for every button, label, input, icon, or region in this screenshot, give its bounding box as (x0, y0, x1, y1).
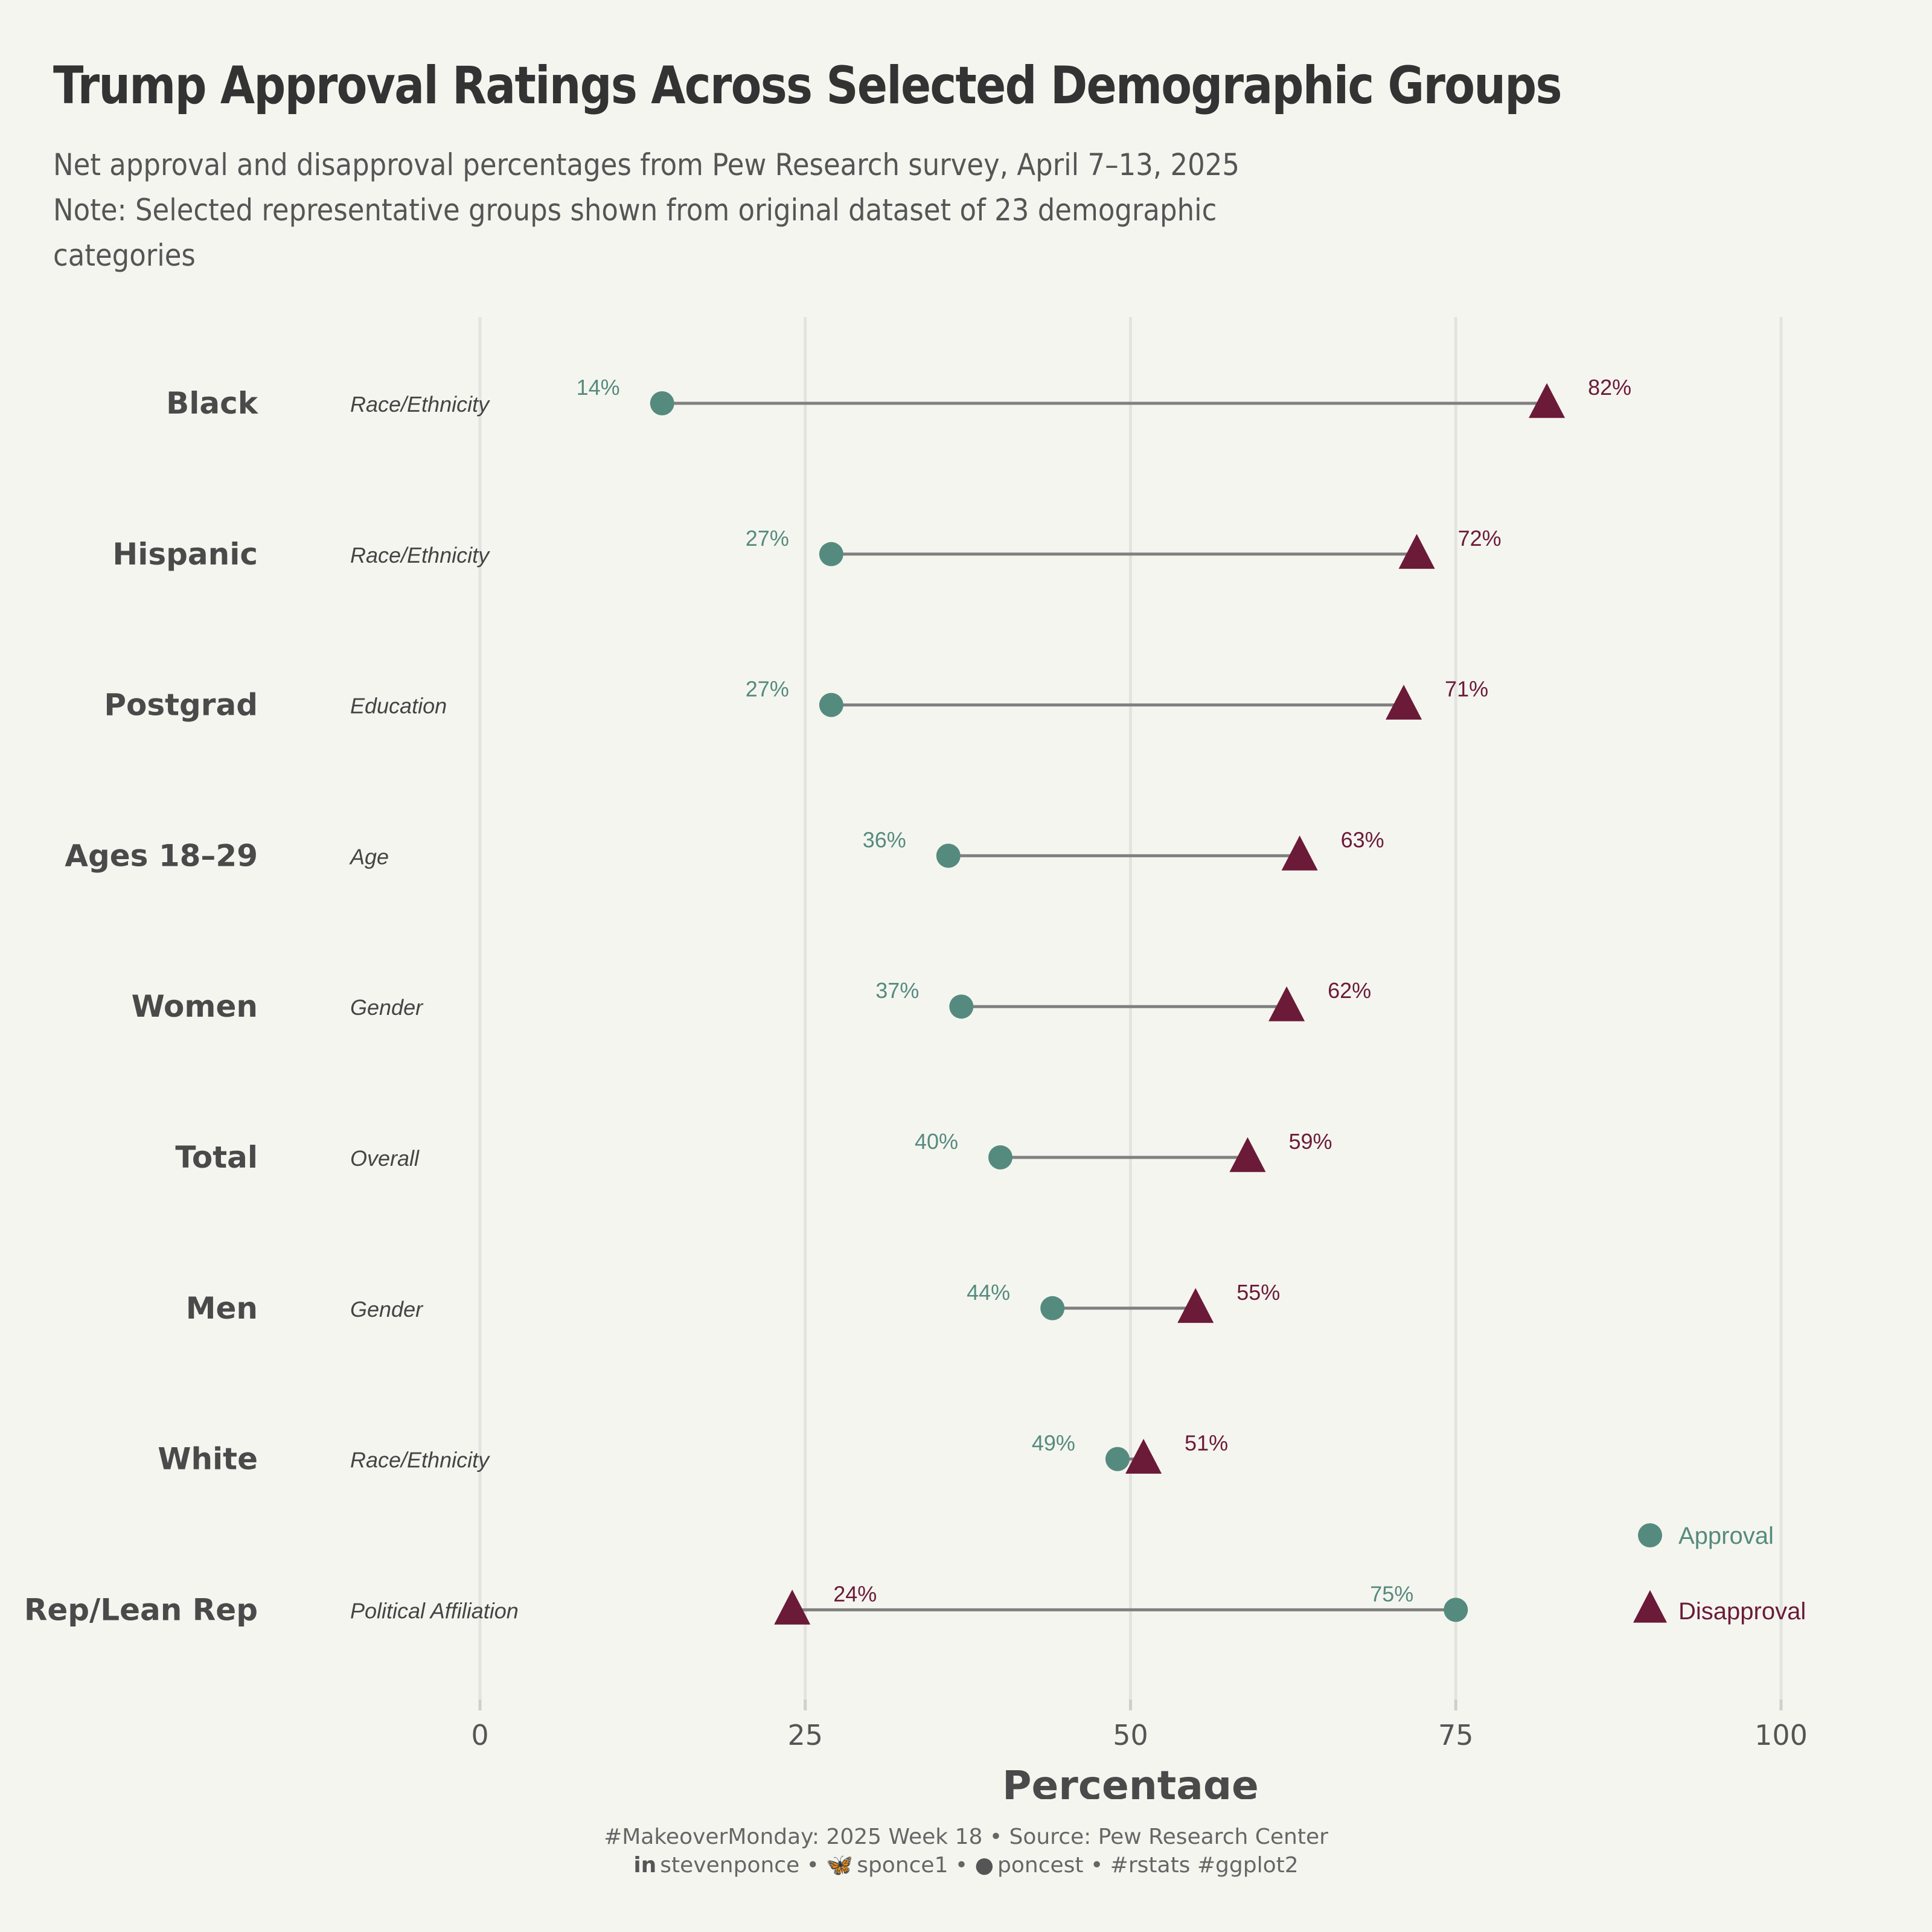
disapproval-value-label: 59% (1288, 1129, 1332, 1154)
group-label: White (158, 1442, 258, 1477)
caption-bluesky-handle: sponce1 (857, 1853, 948, 1878)
legend-disapproval-label: Disapproval (1678, 1598, 1806, 1625)
disapproval-value-label: 51% (1185, 1431, 1228, 1456)
group-category-label: Education (350, 694, 447, 718)
caption-social: in stevenponce • 🦋 sponce1 • ● poncest • #r… (0, 1852, 1932, 1878)
subtitle-line: Note: Selected representative groups sho… (53, 193, 1217, 228)
group-category-label: Political Affiliation (350, 1598, 519, 1623)
chart-title: Trump Approval Ratings Across Selected D… (53, 56, 1563, 116)
disapproval-value-label: 71% (1445, 677, 1488, 702)
group-label: Rep/Lean Rep (24, 1592, 258, 1627)
approval-value-label: 37% (875, 978, 919, 1003)
x-tick-label: 25 (787, 1719, 823, 1751)
subtitle-line: categories (53, 238, 196, 273)
x-tick-label: 50 (1113, 1719, 1148, 1751)
approval-point (949, 994, 974, 1019)
approval-value-label: 27% (746, 526, 789, 551)
group-category-label: Gender (350, 995, 424, 1020)
group-category-label: Race/Ethnicity (350, 1448, 490, 1473)
github-icon: ● (974, 1853, 994, 1878)
dumbbell-chart: 0 25 50 75 100 Percentage Black Race/Ethnicity 1… (24, 317, 1808, 1799)
group-category-label: Overall (350, 1146, 420, 1171)
group-category-label: Race/Ethnicity (350, 543, 490, 568)
approval-value-label: 75% (1370, 1581, 1413, 1606)
chart-subtitle: Net approval and disapproval percentages… (53, 142, 1357, 278)
disapproval-point (1125, 1439, 1162, 1474)
legend-approval-key (1638, 1523, 1662, 1547)
disapproval-value-label: 72% (1458, 526, 1502, 551)
caption-separator: • (948, 1853, 975, 1878)
approval-point (650, 391, 674, 415)
caption-separator: • (799, 1853, 827, 1878)
disapproval-point (1281, 835, 1318, 871)
caption-source: #MakeoverMonday: 2025 Week 18 • Source: … (604, 1825, 1328, 1849)
approval-point (988, 1145, 1012, 1169)
subtitle-line: Net approval and disapproval percentages… (53, 147, 1239, 182)
caption-github-handle: poncest (997, 1853, 1084, 1878)
x-tick-label: 75 (1438, 1719, 1474, 1751)
group-category-label: Age (349, 844, 389, 869)
approval-point (819, 693, 843, 717)
approval-value-label: 44% (967, 1280, 1010, 1305)
approval-value-label: 40% (915, 1129, 958, 1154)
x-axis-title: Percentage (1002, 1762, 1259, 1799)
disapproval-point (1386, 685, 1422, 720)
disapproval-value-label: 62% (1328, 978, 1371, 1003)
group-label: Total (175, 1140, 258, 1175)
caption-hashtags: #rstats #ggplot2 (1110, 1853, 1299, 1878)
group-label: Black (166, 386, 259, 421)
caption-separator: • (1083, 1853, 1110, 1878)
disapproval-point (1229, 1137, 1266, 1172)
disapproval-point (774, 1589, 811, 1625)
x-tick-label: 100 (1754, 1719, 1808, 1751)
group-category-label: Race/Ethnicity (350, 392, 490, 417)
linkedin-icon: in (633, 1853, 657, 1878)
approval-value-label: 36% (863, 827, 906, 852)
approval-point (1444, 1598, 1468, 1622)
approval-value-label: 14% (577, 375, 620, 400)
caption-linkedin-handle: stevenponce (660, 1853, 800, 1878)
approval-point (1105, 1447, 1130, 1471)
legend-disapproval-key (1633, 1590, 1667, 1623)
disapproval-value-label: 55% (1236, 1280, 1280, 1305)
group-label: Hispanic (112, 537, 258, 572)
group-label: Postgrad (104, 688, 258, 723)
x-tick-label: 0 (471, 1719, 488, 1751)
legend-approval-label: Approval (1678, 1523, 1774, 1549)
approval-point (936, 843, 961, 868)
disapproval-point (1268, 986, 1305, 1022)
disapproval-value-label: 24% (833, 1581, 877, 1606)
group-label: Men (186, 1291, 258, 1326)
disapproval-point (1529, 383, 1566, 418)
approval-point (819, 542, 843, 566)
disapproval-point (1177, 1288, 1214, 1323)
group-label: Ages 18–29 (65, 838, 258, 873)
approval-value-label: 49% (1032, 1431, 1075, 1456)
disapproval-value-label: 82% (1588, 375, 1631, 400)
approval-point (1040, 1296, 1065, 1320)
disapproval-point (1398, 534, 1435, 569)
disapproval-value-label: 63% (1341, 827, 1384, 852)
approval-value-label: 27% (746, 677, 789, 702)
bluesky-butterfly-icon: 🦋 (826, 1853, 854, 1878)
group-category-label: Gender (350, 1297, 424, 1322)
group-label: Women (132, 989, 258, 1024)
